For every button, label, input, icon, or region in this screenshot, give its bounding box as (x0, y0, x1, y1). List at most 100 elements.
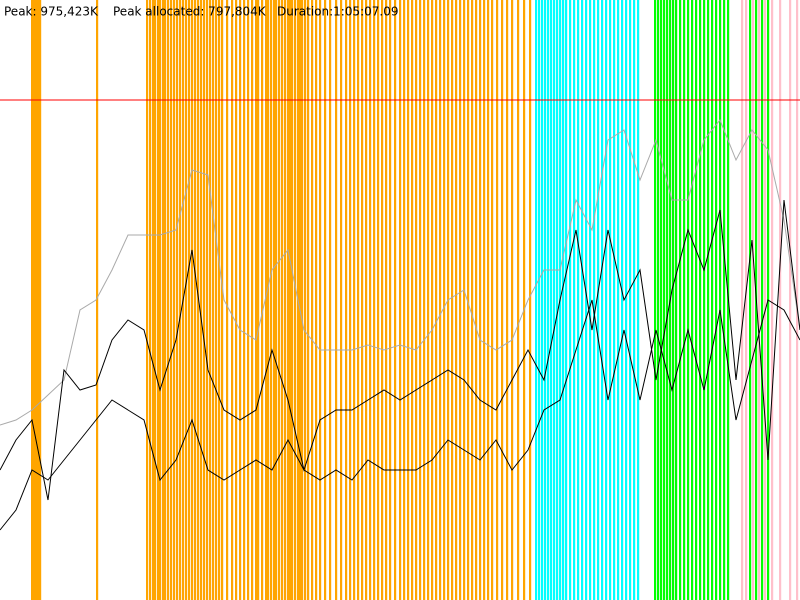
event-stripe (581, 0, 584, 600)
event-stripe (523, 0, 526, 600)
event-stripe (96, 0, 99, 600)
event-stripe (162, 0, 165, 600)
event-stripe (353, 0, 356, 600)
event-stripe (629, 0, 632, 600)
event-stripe (365, 0, 368, 600)
event-stripe (455, 0, 458, 600)
event-stripe (675, 0, 678, 600)
event-stripe (663, 0, 666, 600)
event-stripe (443, 0, 446, 600)
event-stripe (329, 0, 332, 600)
event-stripe (435, 0, 438, 600)
event-stripe (719, 0, 722, 600)
event-stripe (170, 0, 173, 600)
event-stripes (31, 0, 799, 600)
event-stripe (597, 0, 600, 600)
event-stripe (605, 0, 608, 600)
event-stripe (335, 0, 338, 600)
event-stripe (37, 0, 40, 600)
event-stripe (779, 0, 782, 600)
plot (0, 99, 800, 531)
event-stripe (403, 0, 406, 600)
event-stripe (463, 0, 466, 600)
event-stripe (637, 0, 640, 600)
event-stripe (239, 0, 242, 600)
event-stripe (197, 0, 200, 600)
event-stripe (419, 0, 422, 600)
event-stripe (218, 0, 221, 600)
memory-line (0, 299, 800, 531)
event-stripe (715, 0, 718, 600)
event-stripe (294, 0, 297, 600)
event-stripe (479, 0, 482, 600)
event-stripe (695, 0, 698, 600)
event-stripe (35, 0, 38, 600)
memory-line (0, 119, 800, 426)
event-stripe (491, 0, 494, 600)
event-stripe (39, 0, 42, 600)
event-stripe (569, 0, 572, 600)
event-stripe (188, 0, 191, 600)
event-stripe (152, 0, 155, 600)
event-stripe (577, 0, 580, 600)
event-stripe (547, 0, 550, 600)
event-stripe (154, 0, 157, 600)
event-stripe (281, 0, 284, 600)
event-stripe (501, 0, 504, 600)
event-stripe (556, 0, 559, 600)
event-stripe (487, 0, 490, 600)
event-stripe (745, 0, 748, 600)
event-stripe (284, 0, 287, 600)
event-stripe (324, 0, 327, 600)
event-stripe (617, 0, 620, 600)
event-stripe (235, 0, 238, 600)
event-stripe (415, 0, 418, 600)
event-stripe (265, 0, 268, 600)
event-stripe (340, 0, 343, 600)
event-stripe (771, 0, 774, 600)
event-stripe (261, 0, 264, 600)
event-stripe (385, 0, 388, 600)
event-stripe (517, 0, 520, 600)
event-stripe (475, 0, 478, 600)
event-stripe (255, 0, 258, 600)
event-stripe (451, 0, 454, 600)
event-stripe (226, 0, 229, 600)
event-stripe (459, 0, 462, 600)
event-stripe (506, 0, 509, 600)
event-stripe (275, 0, 278, 600)
event-stripe (299, 0, 302, 600)
event-stripe (231, 0, 234, 600)
event-stripe (349, 0, 352, 600)
event-stripe (666, 0, 669, 600)
event-stripe (431, 0, 434, 600)
event-stripe (243, 0, 246, 600)
event-stripe (149, 0, 152, 600)
event-stripe (749, 0, 752, 600)
event-stripe (287, 0, 290, 600)
event-stripe (357, 0, 360, 600)
event-stripe (535, 0, 538, 600)
event-stripe (541, 0, 544, 600)
event-stripe (565, 0, 568, 600)
event-stripe (315, 0, 318, 600)
event-stripe (657, 0, 660, 600)
event-stripe (203, 0, 206, 600)
event-stripe (159, 0, 162, 600)
event-stripe (373, 0, 376, 600)
event-stripe (467, 0, 470, 600)
event-stripe (796, 0, 799, 600)
event-stripe (179, 0, 182, 600)
memory-line (0, 199, 800, 501)
event-stripe (483, 0, 486, 600)
event-stripe (660, 0, 663, 600)
event-stripe (550, 0, 553, 600)
duration-label: Duration:1:05:07.09 (277, 5, 399, 19)
event-stripe (304, 0, 307, 600)
event-stripe (538, 0, 541, 600)
event-stripe (741, 0, 744, 600)
event-stripe (573, 0, 576, 600)
event-stripe (164, 0, 167, 600)
